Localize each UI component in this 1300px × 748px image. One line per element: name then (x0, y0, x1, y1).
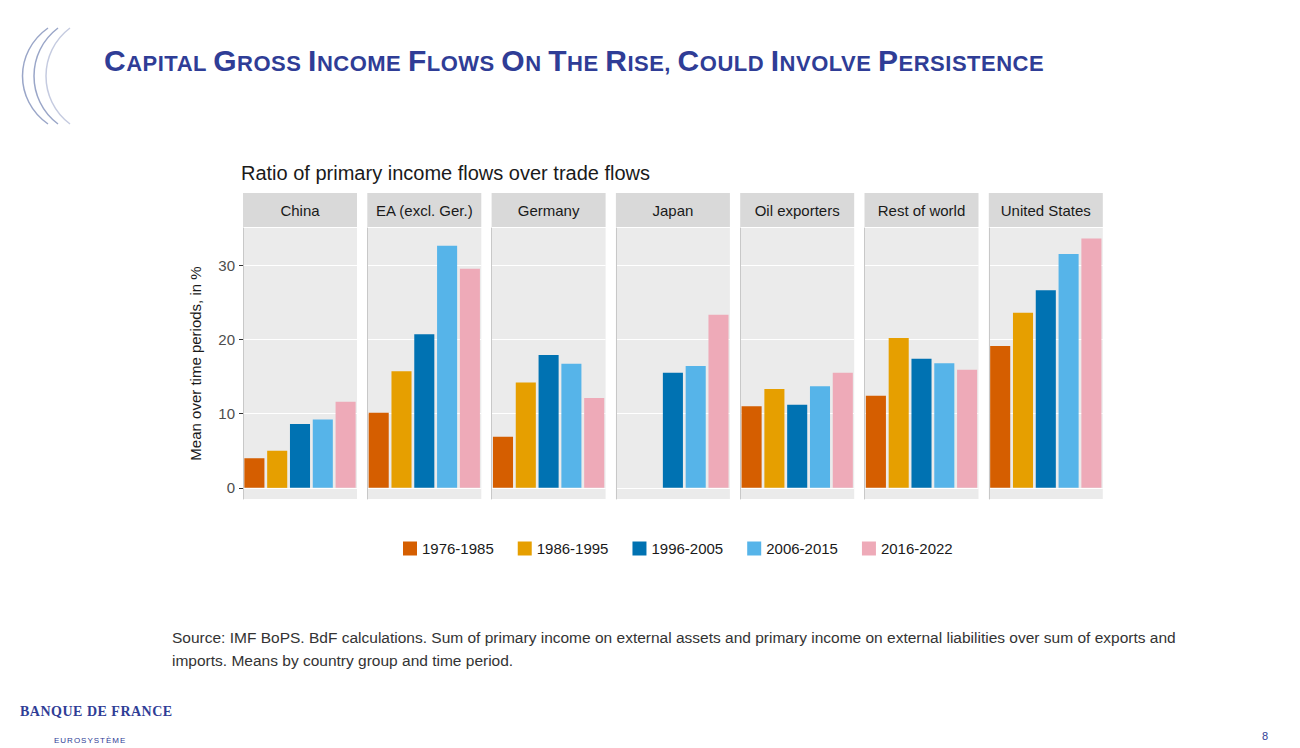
svg-text:China: China (280, 202, 320, 219)
svg-text:Rest of world: Rest of world (878, 202, 966, 219)
svg-text:1976-1985: 1976-1985 (422, 540, 494, 557)
html-text:CAPITAL GROSS INCOME FLOWS ON: CAPITAL GROSS INCOME FLOWS ON THE RISE, … (104, 44, 1045, 77)
svg-text:2006-2015: 2006-2015 (766, 540, 838, 557)
svg-text:30: 30 (218, 257, 235, 274)
svg-text:1996-2005: 1996-2005 (651, 540, 723, 557)
html-text:8: 8 (1262, 730, 1269, 742)
html-text:EUROSYSTÈME: EUROSYSTÈME (54, 736, 127, 745)
svg-text:Germany: Germany (518, 202, 580, 219)
svg-text:0: 0 (227, 479, 235, 496)
svg-text:Japan: Japan (652, 202, 693, 219)
html-text:Source: IMF BoPS. BdF calculat: Source: IMF BoPS. BdF calculations. Sum … (172, 629, 1176, 669)
svg-text:1986-1995: 1986-1995 (537, 540, 609, 557)
svg-text:2016-2022: 2016-2022 (881, 540, 953, 557)
svg-text:Oil exporters: Oil exporters (755, 202, 840, 219)
svg-text:Ratio of primary income flows: Ratio of primary income flows over trade… (241, 162, 650, 184)
svg-text:10: 10 (218, 405, 235, 422)
html-text:BANQUE DE FRANCE: BANQUE DE FRANCE (20, 704, 173, 719)
svg-text:Mean over time periods, in %: Mean over time periods, in % (187, 266, 204, 460)
svg-text:EA (excl. Ger.): EA (excl. Ger.) (376, 202, 473, 219)
svg-text:United States: United States (1001, 202, 1091, 219)
svg-text:20: 20 (218, 331, 235, 348)
